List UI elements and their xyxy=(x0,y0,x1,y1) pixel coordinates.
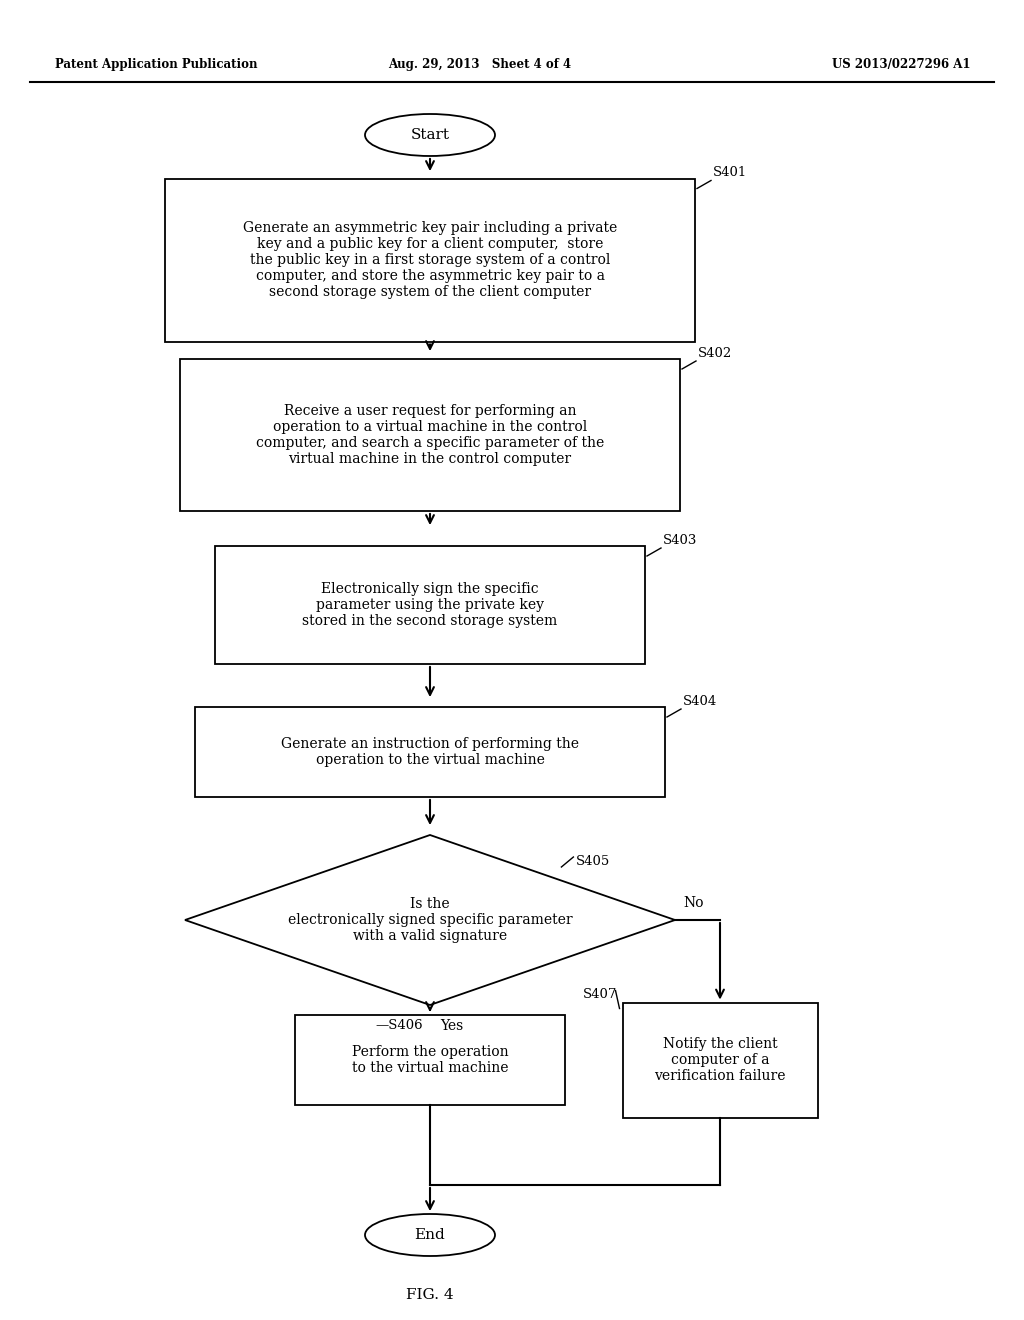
FancyBboxPatch shape xyxy=(295,1015,565,1105)
Text: Electronically sign the specific
parameter using the private key
stored in the s: Electronically sign the specific paramet… xyxy=(302,582,558,628)
Text: Start: Start xyxy=(411,128,450,143)
Text: Is the
electronically signed specific parameter
with a valid signature: Is the electronically signed specific pa… xyxy=(288,896,572,944)
Ellipse shape xyxy=(365,1214,495,1257)
Text: Yes: Yes xyxy=(440,1019,463,1034)
Text: Aug. 29, 2013   Sheet 4 of 4: Aug. 29, 2013 Sheet 4 of 4 xyxy=(388,58,571,71)
FancyBboxPatch shape xyxy=(195,708,665,797)
Text: End: End xyxy=(415,1228,445,1242)
Text: S402: S402 xyxy=(698,347,732,360)
FancyBboxPatch shape xyxy=(215,546,645,664)
Text: Generate an instruction of performing the
operation to the virtual machine: Generate an instruction of performing th… xyxy=(281,737,579,767)
FancyBboxPatch shape xyxy=(623,1002,817,1118)
Text: Notify the client
computer of a
verification failure: Notify the client computer of a verifica… xyxy=(654,1036,785,1084)
Text: Patent Application Publication: Patent Application Publication xyxy=(55,58,257,71)
Text: S404: S404 xyxy=(683,696,717,708)
Text: FIG. 4: FIG. 4 xyxy=(407,1288,454,1302)
Polygon shape xyxy=(185,836,675,1005)
Text: US 2013/0227296 A1: US 2013/0227296 A1 xyxy=(831,58,970,71)
Text: Perform the operation
to the virtual machine: Perform the operation to the virtual mac… xyxy=(351,1045,508,1074)
FancyBboxPatch shape xyxy=(180,359,680,511)
Text: S405: S405 xyxy=(575,855,609,869)
Text: S403: S403 xyxy=(663,535,697,546)
Ellipse shape xyxy=(365,114,495,156)
Text: Receive a user request for performing an
operation to a virtual machine in the c: Receive a user request for performing an… xyxy=(256,404,604,466)
Text: S401: S401 xyxy=(713,166,748,180)
Text: Generate an asymmetric key pair including a private
key and a public key for a c: Generate an asymmetric key pair includin… xyxy=(243,220,617,300)
Text: No: No xyxy=(683,896,703,909)
Text: S407: S407 xyxy=(583,989,617,1002)
FancyBboxPatch shape xyxy=(165,178,695,342)
Text: —S406: —S406 xyxy=(375,1019,423,1032)
